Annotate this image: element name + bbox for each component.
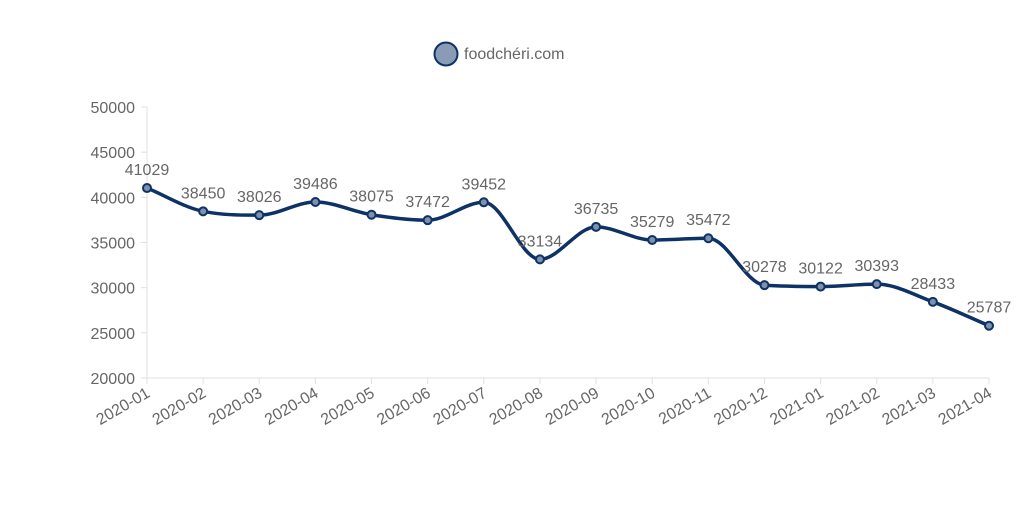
y-tick-label: 50000 (91, 100, 136, 117)
data-point[interactable] (478, 197, 489, 208)
data-labels: 41029 38450 38026 39486 38075 37472 39452 33134… (125, 162, 1012, 317)
x-tick-label: 2021-02 (823, 385, 882, 429)
legend-label-foodcheri: foodchéri.com (464, 46, 565, 63)
data-point[interactable] (366, 209, 377, 220)
data-point[interactable] (142, 183, 152, 194)
data-point[interactable] (703, 233, 714, 244)
x-tick-label: 2020-06 (374, 385, 433, 429)
x-axis-ticks: 2020-012020-022020-032020-042020-052020-… (94, 378, 995, 429)
legend[interactable]: foodchéri.com (433, 41, 565, 67)
data-label: 38075 (349, 189, 394, 206)
data-label: 30122 (798, 261, 843, 278)
data-point[interactable] (984, 320, 994, 331)
data-label: 38026 (237, 189, 282, 206)
data-point[interactable] (534, 254, 545, 265)
data-point[interactable] (927, 296, 938, 307)
data-label: 25787 (967, 300, 1012, 317)
data-points (142, 183, 994, 331)
data-point[interactable] (647, 234, 658, 245)
y-tick-label: 25000 (91, 326, 136, 343)
data-label: 30278 (742, 259, 787, 276)
y-tick-label: 30000 (91, 281, 136, 298)
data-label: 28433 (911, 276, 956, 293)
data-point[interactable] (310, 196, 321, 207)
x-tick-label: 2020-01 (94, 385, 153, 429)
data-point[interactable] (198, 206, 209, 217)
y-tick-label: 40000 (91, 190, 136, 207)
data-label: 37472 (405, 194, 450, 211)
y-axis-ticks: 20000 25000 30000 35000 40000 45000 50000 (91, 100, 147, 388)
x-tick-label: 2020-08 (487, 385, 546, 429)
x-tick-label: 2020-04 (262, 385, 321, 429)
data-point[interactable] (871, 279, 882, 290)
y-tick-label: 20000 (91, 371, 136, 388)
data-label: 41029 (125, 162, 170, 179)
x-tick-label: 2020-09 (543, 385, 602, 429)
data-label: 33134 (518, 233, 563, 250)
data-label: 38450 (181, 185, 226, 202)
series-line-foodcheri (146, 186, 990, 328)
x-tick-label: 2020-05 (318, 385, 377, 429)
x-tick-label: 2020-12 (711, 385, 770, 429)
data-point[interactable] (422, 215, 433, 226)
legend-swatch (433, 41, 459, 67)
x-tick-label: 2020-07 (430, 385, 489, 429)
data-label: 36735 (574, 201, 619, 218)
data-label: 35472 (686, 212, 731, 229)
data-point[interactable] (254, 210, 265, 221)
data-point[interactable] (815, 281, 826, 292)
y-tick-label: 45000 (91, 145, 136, 162)
x-tick-label: 2020-02 (150, 385, 209, 429)
data-label: 39486 (293, 176, 338, 193)
y-tick-label: 35000 (91, 236, 136, 253)
data-point[interactable] (759, 280, 770, 291)
x-tick-label: 2021-03 (880, 385, 939, 429)
data-point[interactable] (591, 221, 602, 232)
data-label: 35279 (630, 214, 675, 231)
x-tick-label: 2020-11 (656, 385, 714, 429)
x-tick-label: 2021-01 (767, 385, 826, 429)
x-tick-label: 2021-04 (936, 385, 995, 429)
data-label: 30393 (854, 258, 899, 275)
data-label: 39452 (462, 176, 507, 193)
x-tick-label: 2020-03 (206, 385, 265, 429)
x-tick-label: 2020-10 (599, 385, 658, 429)
axes (146, 107, 989, 384)
